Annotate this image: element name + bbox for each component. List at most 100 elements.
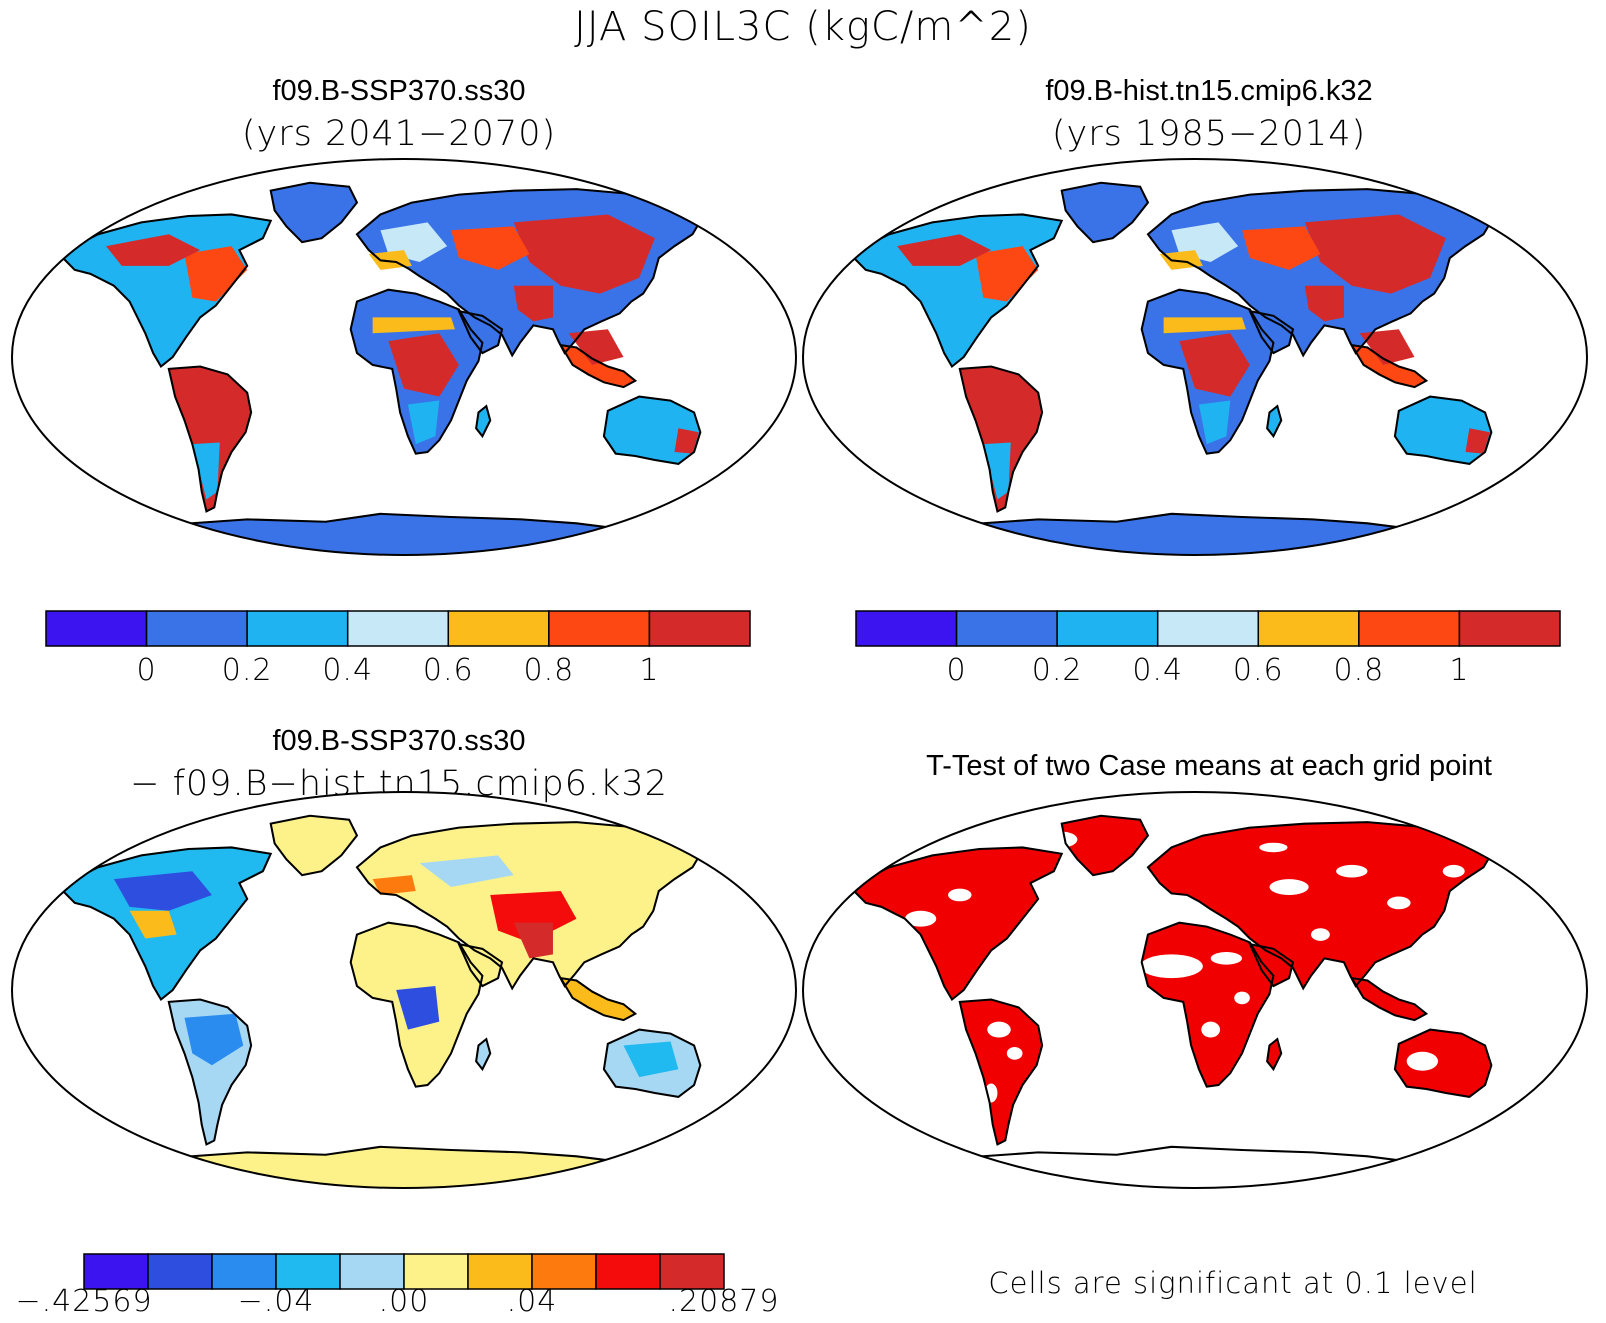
panel-title-bottom-right: T-Test of two Case means at each grid po… — [926, 750, 1492, 782]
map-panel-bottom-right — [802, 791, 1588, 1189]
field-region-africa-band — [1163, 317, 1246, 334]
colorbar-swatch — [145, 610, 248, 647]
map-boundary — [11, 791, 797, 1189]
panel-title-top-left: f09.B-SSP370.ss30 — [272, 75, 525, 107]
landmass-australia — [1394, 1029, 1492, 1097]
colorbar-tick-label: 0.6 — [423, 653, 474, 688]
colorbar-tick-label: 1 — [639, 653, 659, 688]
colorbar-tick-label: 1 — [1449, 653, 1469, 688]
coastline-north-america — [59, 214, 271, 366]
coastline-south-america — [169, 1000, 251, 1145]
map-panel-top-left — [11, 158, 797, 556]
field-region-na-orange — [129, 910, 177, 939]
map-panel-bottom-left — [11, 791, 797, 1189]
field-region-india — [513, 285, 553, 322]
insignificant-region — [1046, 831, 1078, 848]
coastline-australia — [1395, 1030, 1491, 1097]
coastline-australia — [1395, 397, 1491, 464]
colorbar-top-right: 0 0.2 0.4 0.6 0.8 1 — [855, 610, 1561, 688]
coastline-se-asia — [1352, 978, 1426, 1020]
colorbar-swatch — [1156, 610, 1260, 647]
colorbar-swatch — [548, 610, 651, 647]
colorbar-swatch — [1358, 610, 1461, 647]
landmass-se-asia — [1351, 345, 1427, 388]
coastline-south-america — [960, 367, 1042, 512]
colorbar-tick-label: −.42569 — [15, 1284, 152, 1319]
field-region-africa-south — [407, 400, 440, 445]
field-region-na-north — [106, 234, 201, 266]
insignificant-region — [1006, 1047, 1023, 1060]
coastline-australia — [604, 1030, 700, 1097]
coastline-arabia — [1250, 944, 1293, 986]
colorbar-tick-label: 0 — [137, 653, 157, 688]
field-region-na-east — [975, 246, 1039, 302]
field-region-na-east — [184, 246, 248, 302]
field-region-africa-center — [1179, 333, 1250, 397]
field-region-africa-sahara — [356, 938, 455, 979]
landmass-se-asia — [560, 345, 636, 388]
insignificant-region — [1210, 951, 1243, 965]
colorbar-tick-label: 0.2 — [222, 653, 273, 688]
insignificant-region — [1387, 896, 1411, 910]
insignificant-region — [1406, 1051, 1439, 1071]
map-boundary — [802, 791, 1588, 1189]
map-boundary — [802, 158, 1588, 556]
landmass-greenland — [270, 815, 357, 876]
colorbar-tick-label: .04 — [507, 1284, 558, 1319]
colorbar-swatch — [595, 1253, 661, 1290]
colorbar-tick-label: 0.6 — [1233, 653, 1284, 688]
coastline-arabia — [1250, 311, 1293, 353]
landmass-greenland — [1061, 815, 1148, 876]
insignificant-region — [1311, 928, 1330, 941]
field-region-india-red — [513, 922, 553, 959]
coastline-arabia — [459, 944, 502, 986]
insignificant-region — [948, 888, 972, 902]
colorbar-swatch — [648, 610, 751, 647]
coastline-greenland — [1062, 816, 1148, 875]
insignificant-region — [1269, 879, 1309, 895]
field-region-eurasia-blue — [419, 855, 514, 888]
field-region-europe-orange — [372, 875, 416, 895]
significance-note: Cells are significant at 0.1 level — [988, 1266, 1477, 1300]
insignificant-region — [1336, 864, 1368, 878]
colorbar-tick-label: −.04 — [238, 1284, 315, 1319]
coastline-arabia — [459, 311, 502, 353]
coastline-africa — [1142, 923, 1274, 1087]
coastline-madagascar — [476, 1039, 490, 1069]
colorbar-swatch — [531, 1253, 597, 1290]
colorbar-tick-label: 0.2 — [1032, 653, 1083, 688]
field-region-eurasia-red — [490, 891, 577, 943]
coastline-south-america — [169, 367, 251, 512]
colorbar-swatch — [1257, 610, 1360, 647]
landmass-south-america — [959, 999, 1043, 1145]
coastline-madagascar — [1267, 1039, 1281, 1069]
field-region-aus-edge — [1465, 428, 1490, 454]
field-region-africa-south — [1198, 400, 1231, 445]
coastline-australia — [604, 397, 700, 464]
field-region-eurasia-hot — [513, 214, 655, 294]
field-region-sa-blue — [184, 1013, 244, 1066]
landmass-madagascar — [1267, 1039, 1282, 1070]
panel-subtitle-top-left: (yrs 2041−2070) — [242, 114, 556, 154]
colorbar-tick-label: .00 — [379, 1284, 430, 1319]
colorbar-swatch — [855, 610, 958, 647]
insignificant-region — [1140, 954, 1203, 979]
coastline-africa — [1142, 290, 1274, 454]
landmass-se-asia — [1351, 978, 1427, 1021]
colorbar-swatch — [339, 1253, 405, 1290]
coastline-africa — [351, 923, 483, 1087]
field-region-sa-south — [983, 442, 1011, 500]
coastline-greenland — [271, 816, 357, 875]
map-panel-top-right — [802, 158, 1588, 556]
landmass-greenland — [270, 182, 357, 243]
field-region-eurasia-warm — [451, 226, 530, 270]
panel-title-top-right: f09.B-hist.tn15.cmip6.k32 — [1045, 75, 1372, 107]
colorbar-bottom-left: −.42569 −.04 .00 .04 .20879 — [15, 1253, 778, 1319]
coastline-south-america — [960, 1000, 1042, 1145]
landmass-north-america — [850, 847, 1062, 1000]
field-region-na-north — [897, 234, 992, 266]
landmass-south-america — [959, 366, 1043, 512]
field-region-eurasia-hot — [1304, 214, 1446, 294]
colorbar-swatch — [1056, 610, 1159, 647]
